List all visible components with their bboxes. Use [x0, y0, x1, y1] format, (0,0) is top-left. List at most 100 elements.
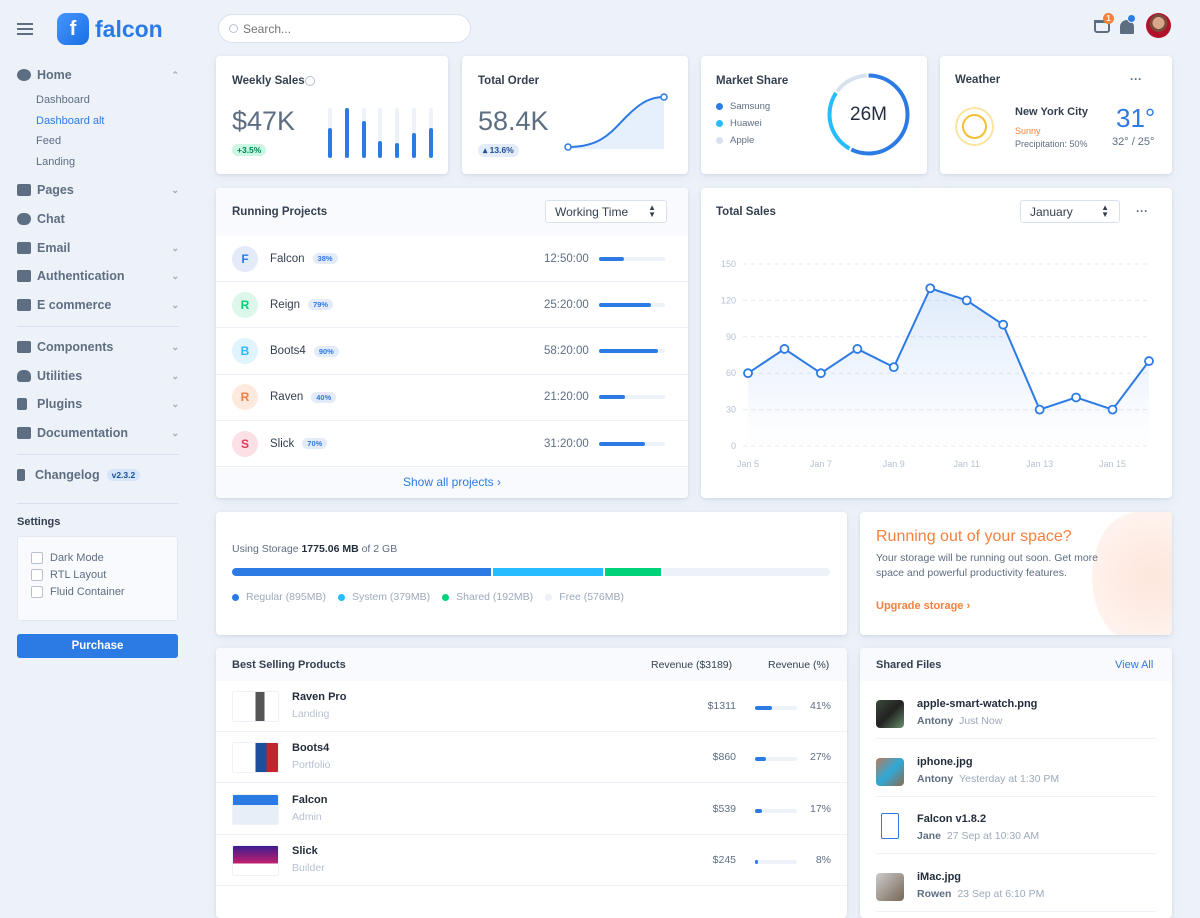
progress-fill [755, 757, 767, 762]
data-point[interactable] [1144, 356, 1154, 366]
file-row[interactable]: apple-smart-watch.png Antony Just Now [876, 681, 1156, 739]
column-header-revenue-pct[interactable]: Revenue (%) [768, 659, 830, 671]
y-tick-label: 120 [721, 295, 736, 305]
sidebar-item-changelog[interactable]: Changelog v2.3.2 [17, 468, 179, 482]
chevron-down-icon: ⌄ [171, 370, 179, 381]
revenue-progress-bar [755, 859, 797, 864]
puzzle-icon [17, 341, 31, 353]
sales-line [747, 287, 1150, 411]
sidebar-item-ecommerce[interactable]: E commerce ⌄ [17, 298, 179, 312]
product-row[interactable]: Slick Builder $245 8% [216, 835, 847, 886]
rtl-layout-checkbox[interactable]: RTL Layout [31, 569, 177, 581]
product-revenue: $539 [712, 802, 736, 815]
show-all-projects-link[interactable]: Show all projects › [402, 475, 502, 489]
market-share-card: Market Share Samsung Huawei Apple 26M [701, 56, 927, 174]
file-name[interactable]: Falcon v1.8.2 [917, 813, 987, 825]
purchase-button[interactable]: Purchase [17, 634, 178, 658]
product-name[interactable]: Slick [292, 844, 318, 857]
sidebar-item-label: Documentation [37, 426, 128, 440]
sidebar-item-components[interactable]: Components ⌄ [17, 340, 179, 354]
product-row[interactable]: Falcon Admin $539 17% [216, 784, 847, 835]
product-row[interactable]: Boots4 Portfolio $860 27% [216, 732, 847, 784]
working-time-select[interactable]: Working Time ▲ ▼ [545, 200, 667, 223]
sidebar-item-chat[interactable]: Chat [17, 212, 179, 226]
more-options-icon[interactable]: ··· [1130, 72, 1142, 86]
storage-segment [493, 568, 604, 576]
sidebar-subitem-dashboard-alt[interactable]: Dashboard alt [36, 115, 105, 127]
upgrade-storage-link[interactable]: Upgrade storage › [876, 600, 971, 612]
best-selling-products-card: Best Selling Products Revenue ($3189) Re… [216, 648, 847, 918]
sidebar-subitem-landing[interactable]: Landing [36, 156, 76, 168]
file-row[interactable]: Falcon v1.8.2 Jane 27 Sep at 10:30 AM [876, 796, 1156, 854]
data-point[interactable] [1071, 392, 1081, 403]
card-title: Total Sales [716, 206, 776, 218]
help-icon[interactable] [305, 76, 315, 86]
sidebar-item-email[interactable]: Email ⌄ [17, 241, 179, 255]
project-row[interactable]: F Falcon 38% 12:50:00 [216, 236, 688, 282]
data-point[interactable] [888, 362, 899, 373]
sidebar-item-documentation[interactable]: Documentation ⌄ [17, 426, 179, 440]
product-row[interactable]: Raven Pro Landing $1311 41% [216, 681, 847, 732]
avatar-initial: F [241, 251, 249, 266]
sidebar-item-label: Email [37, 241, 71, 255]
y-tick-label: 0 [731, 441, 736, 451]
checkbox-label: Fluid Container [50, 586, 125, 598]
data-point[interactable] [743, 368, 753, 379]
data-point[interactable] [779, 344, 790, 354]
sidebar-item-pages[interactable]: Pages ⌄ [17, 183, 179, 197]
product-name[interactable]: Boots4 [292, 742, 330, 755]
cart-icon[interactable] [1094, 20, 1110, 33]
project-row[interactable]: S Slick 70% 31:20:00 [216, 421, 688, 468]
sidebar-item-utilities[interactable]: Utilities ⌄ [17, 369, 179, 383]
weather-city: New York City [1015, 106, 1088, 118]
file-name[interactable]: apple-smart-watch.png [917, 698, 1038, 710]
search-box[interactable] [218, 14, 471, 43]
product-name[interactable]: Falcon [292, 793, 328, 806]
project-row[interactable]: B Boots4 90% 58:20:00 [216, 329, 688, 375]
column-header-revenue[interactable]: Revenue ($3189) [651, 659, 733, 671]
menu-toggle-icon[interactable] [17, 23, 33, 35]
user-avatar[interactable] [1146, 13, 1171, 38]
sidebar-item-home[interactable]: Home ⌃ [17, 68, 179, 82]
month-select[interactable]: January ▲ ▼ [1020, 200, 1120, 223]
data-point[interactable] [1107, 404, 1118, 415]
search-input[interactable] [243, 21, 443, 36]
data-point[interactable] [1034, 404, 1045, 415]
file-meta: Jane 27 Sep at 10:30 AM [917, 830, 1039, 842]
project-percent-badge: 38% [312, 253, 338, 264]
data-point[interactable] [925, 283, 936, 294]
data-point[interactable] [816, 368, 826, 379]
total-sales-card: Total Sales January ▲ ▼ ··· 0 30 60 90 120 150 J… [701, 188, 1172, 498]
sidebar-subitem-dashboard[interactable]: Dashboard [36, 94, 90, 106]
file-user: Antony [917, 715, 954, 727]
file-name[interactable]: iphone.jpg [917, 755, 973, 768]
data-point[interactable] [961, 295, 972, 306]
sparkline-area [568, 97, 664, 149]
legend-dot [716, 137, 723, 144]
project-row[interactable]: R Raven 40% 21:20:00 [216, 375, 688, 421]
donut-segment [827, 73, 910, 156]
data-point[interactable] [852, 344, 863, 354]
data-point[interactable] [998, 319, 1009, 330]
brand-logo[interactable]: f falcon [57, 13, 163, 45]
bar-track [344, 108, 349, 158]
upgrade-storage-card: Running out of your space? Your storage … [860, 512, 1172, 635]
sidebar-item-label: E commerce [37, 298, 112, 312]
file-row[interactable]: iMac.jpg Rowen 23 Sep at 6:10 PM [876, 854, 1156, 912]
weekly-sales-bar [412, 133, 417, 158]
more-options-icon[interactable]: ··· [1136, 204, 1148, 218]
project-time: 25:20:00 [544, 298, 589, 311]
file-zip-icon [881, 813, 899, 839]
file-name[interactable]: iMac.jpg [917, 870, 962, 883]
dark-mode-checkbox[interactable]: Dark Mode [31, 552, 177, 564]
file-row[interactable]: iphone.jpg Antony Yesterday at 1:30 PM [876, 739, 1156, 797]
project-row[interactable]: R Reign 79% 25:20:00 [216, 282, 688, 329]
fluid-container-checkbox[interactable]: Fluid Container [31, 586, 177, 598]
product-name[interactable]: Raven Pro [292, 691, 347, 703]
link-text: Show all projects [402, 475, 494, 489]
notification-bell-icon[interactable] [1120, 20, 1134, 34]
sidebar-item-authentication[interactable]: Authentication ⌄ [17, 269, 179, 283]
sidebar-item-plugins[interactable]: Plugins ⌄ [17, 397, 179, 411]
view-all-link[interactable]: View All [1115, 659, 1154, 671]
sidebar-subitem-feed[interactable]: Feed [36, 135, 62, 147]
